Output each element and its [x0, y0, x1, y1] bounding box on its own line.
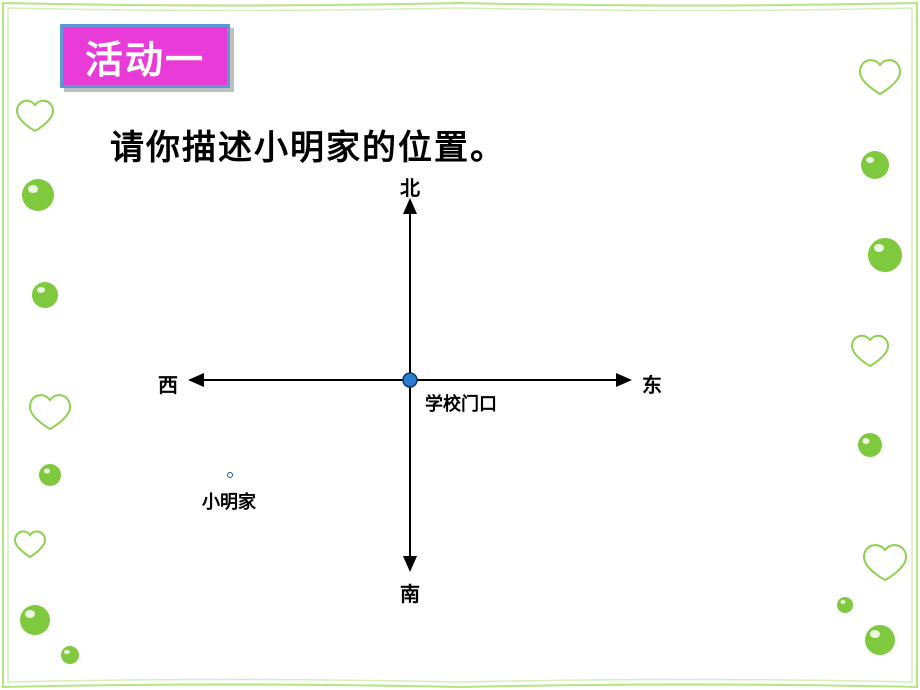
- point-xiaoming-home-label: 小明家: [202, 488, 256, 514]
- label-west: 西: [158, 369, 178, 398]
- label-east: 东: [642, 369, 662, 398]
- label-origin: 学校门口: [425, 390, 497, 416]
- badge-front: 活动一: [60, 24, 230, 88]
- instruction-text: 请你描述小明家的位置。: [110, 120, 506, 169]
- point-xiaoming-home-dot: [227, 472, 233, 478]
- compass-axes: [130, 170, 690, 610]
- activity-badge-text: 活动一: [85, 29, 205, 84]
- label-north: 北: [400, 172, 420, 201]
- activity-badge: 活动一: [60, 24, 230, 88]
- label-south: 南: [400, 578, 420, 607]
- compass-diagram: 北 南 东 西 学校门口 小明家: [130, 170, 690, 610]
